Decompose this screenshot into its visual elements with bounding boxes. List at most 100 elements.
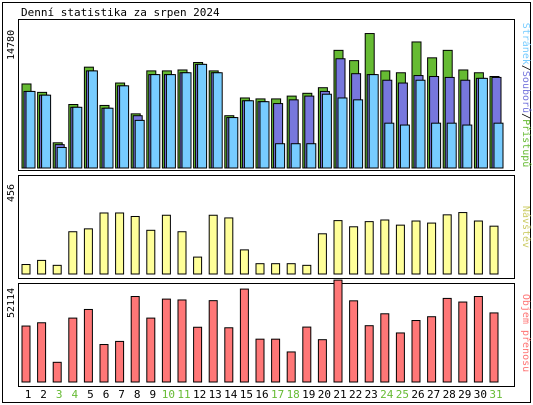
bar-stranek-day-21 <box>337 97 348 169</box>
bar-visits-day-30 <box>473 220 483 275</box>
bar-visits-day-16 <box>255 263 265 275</box>
bar-visits-day-19 <box>302 264 312 275</box>
side-label-sep-1: / <box>520 65 531 71</box>
bar-visits-day-2 <box>37 259 47 275</box>
bar-traffic-day-16 <box>255 338 265 383</box>
panel-visits: 456 Návštěv <box>6 175 532 279</box>
bar-traffic-day-21 <box>333 279 343 383</box>
bar-traffic-day-26 <box>411 320 421 383</box>
bar-stranek-day-10 <box>165 74 176 169</box>
bar-visits-day-13 <box>208 214 218 275</box>
bar-traffic-day-27 <box>427 316 437 383</box>
bar-traffic-day-13 <box>208 300 218 383</box>
bar-stranek-day-18 <box>290 143 301 169</box>
bar-traffic-day-24 <box>380 313 390 383</box>
bar-traffic-day-29 <box>458 301 468 383</box>
x-tick-label-day-11: 11 <box>177 388 190 401</box>
panel-traffic-side-label: Objem přenosu <box>520 294 532 372</box>
x-tick-label-day-19: 19 <box>302 388 315 401</box>
panel-hits-bars <box>21 33 504 169</box>
bar-visits-day-8 <box>130 215 140 275</box>
bar-traffic-day-7 <box>115 340 125 383</box>
bar-traffic-day-3 <box>52 361 62 383</box>
bar-traffic-day-5 <box>83 308 93 383</box>
x-tick-label-day-3: 3 <box>56 388 63 401</box>
x-tick-label-day-24: 24 <box>380 388 394 401</box>
bar-traffic-day-6 <box>99 344 109 383</box>
x-tick-label-day-17: 17 <box>271 388 284 401</box>
panel-visits-bars <box>21 212 499 275</box>
bar-traffic-day-28 <box>442 297 452 383</box>
x-tick-label-day-5: 5 <box>87 388 94 401</box>
bar-stranek-day-16 <box>259 101 270 169</box>
bar-traffic-day-2 <box>37 322 47 383</box>
x-tick-label-day-20: 20 <box>318 388 331 401</box>
bar-visits-day-12 <box>193 256 203 275</box>
panel-traffic-ymax-label: 52114 <box>6 288 17 318</box>
x-tick-label-day-27: 27 <box>427 388 440 401</box>
bar-visits-day-11 <box>177 231 187 275</box>
bar-visits-day-23 <box>364 221 374 275</box>
bar-stranek-day-23 <box>368 74 379 169</box>
x-axis-day-labels: 1 2 3 4 5 6 7 8 9 10 11 12 13 14 15 16 17 18 19 20 21 22 23 24 2… <box>25 388 503 401</box>
bar-visits-day-7 <box>115 212 125 275</box>
x-tick-label-day-4: 4 <box>71 388 78 401</box>
x-tick-label-day-13: 13 <box>209 388 222 401</box>
x-tick-label-day-15: 15 <box>240 388 253 401</box>
bar-traffic-day-11 <box>177 299 187 383</box>
x-tick-label-day-31: 31 <box>489 388 502 401</box>
bar-stranek-day-14 <box>228 117 239 169</box>
side-label-hits: Přístupů <box>520 119 532 167</box>
bar-stranek-day-4 <box>72 106 83 169</box>
bar-stranek-day-9 <box>150 74 161 169</box>
panel-visits-ymax-label: 456 <box>6 184 17 202</box>
bar-stranek-day-15 <box>243 100 254 169</box>
bar-stranek-day-1 <box>25 90 36 169</box>
x-tick-label-day-28: 28 <box>443 388 456 401</box>
bar-traffic-day-31 <box>489 312 499 383</box>
bar-traffic-day-14 <box>224 327 234 383</box>
x-tick-label-day-10: 10 <box>162 388 175 401</box>
x-tick-label-day-25: 25 <box>396 388 409 401</box>
bar-stranek-day-2 <box>41 94 52 169</box>
panel-hits-ymax-label: 14780 <box>6 30 17 60</box>
bar-stranek-day-17 <box>275 143 286 169</box>
bar-stranek-day-28 <box>446 122 457 169</box>
bar-traffic-day-25 <box>395 332 405 383</box>
x-tick-label-day-21: 21 <box>333 388 346 401</box>
panel-hits-side-label: Stránek/Souborů/Přístupů <box>520 23 532 168</box>
panel-visits-side-label: Návštěv <box>520 206 532 248</box>
x-tick-label-day-22: 22 <box>349 388 362 401</box>
bar-stranek-day-12 <box>197 63 208 169</box>
bar-stranek-day-31 <box>493 122 504 169</box>
bar-traffic-day-10 <box>161 298 171 383</box>
bar-stranek-day-22 <box>353 99 364 169</box>
x-tick-label-day-26: 26 <box>411 388 424 401</box>
x-tick-label-day-30: 30 <box>474 388 487 401</box>
bar-visits-day-14 <box>224 217 234 275</box>
bar-visits-day-9 <box>146 229 156 275</box>
side-label-pages: Stránek <box>520 23 532 65</box>
bar-stranek-day-5 <box>87 70 98 169</box>
bar-stranek-day-3 <box>56 146 67 169</box>
bar-stranek-day-19 <box>306 143 317 169</box>
bar-visits-day-21 <box>333 220 343 275</box>
x-tick-label-day-14: 14 <box>224 388 238 401</box>
bar-visits-day-1 <box>21 264 31 275</box>
bar-visits-day-18 <box>286 263 296 275</box>
x-tick-label-day-16: 16 <box>255 388 268 401</box>
bar-stranek-day-7 <box>119 85 130 169</box>
bar-visits-day-25 <box>395 224 405 275</box>
bar-stranek-day-8 <box>134 119 145 169</box>
x-tick-label-day-9: 9 <box>149 388 156 401</box>
bar-visits-day-20 <box>317 233 327 275</box>
bar-traffic-day-22 <box>349 300 359 383</box>
bar-visits-day-28 <box>442 214 452 275</box>
bar-visits-day-31 <box>489 225 499 275</box>
chart-title: Denní statistika za srpen 2024 <box>21 6 220 19</box>
bar-traffic-day-15 <box>239 288 249 383</box>
bar-traffic-day-12 <box>193 326 203 383</box>
x-tick-label-day-29: 29 <box>458 388 471 401</box>
